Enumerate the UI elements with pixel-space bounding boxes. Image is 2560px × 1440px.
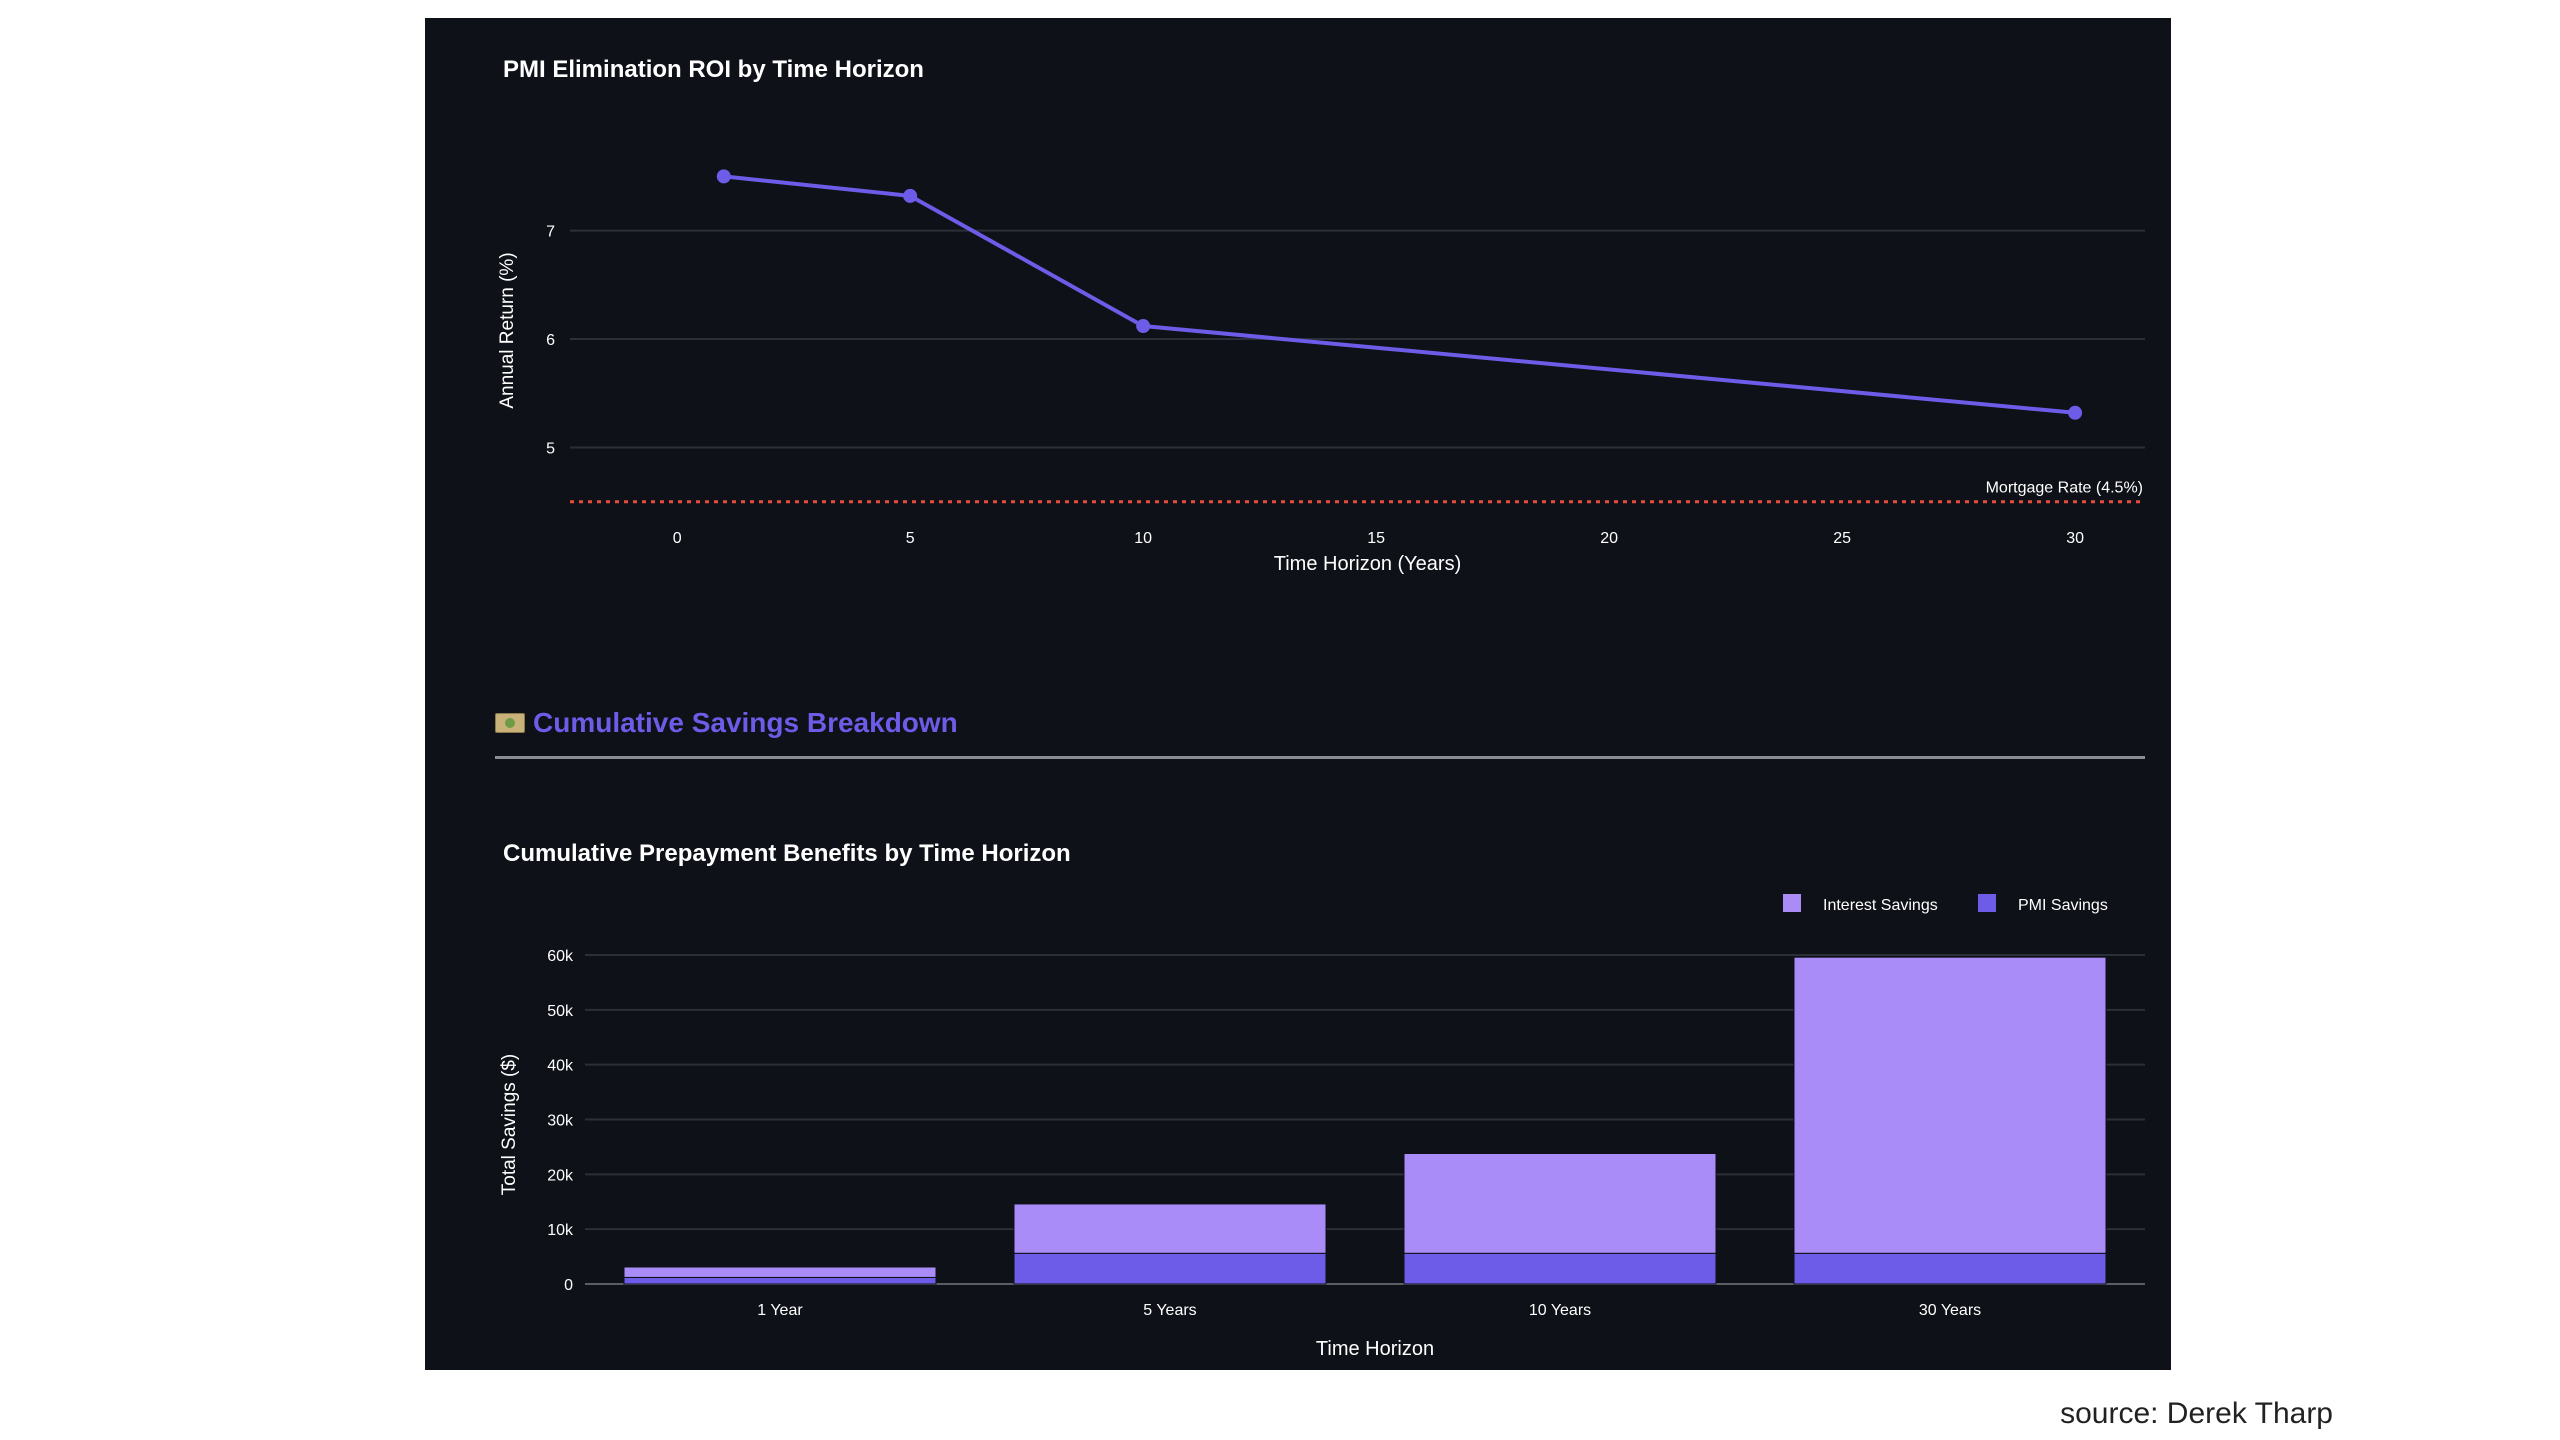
x-tick-label: 0 [673, 530, 682, 547]
roi-line-chart: 5 6 7 0 5 10 15 20 25 30 Mortgage Rate (4.5%) Time … [497, 169, 2145, 575]
mortgage-rate-label: Mortgage Rate (4.5%) [1986, 480, 2143, 497]
x-tick-label: 1 Year [757, 1302, 803, 1319]
source-caption: source: Derek Tharp [2060, 1397, 2333, 1430]
line-chart-title: PMI Elimination ROI by Time Horizon [503, 56, 924, 83]
legend-swatch-pmi [1978, 894, 1996, 912]
y-tick-label: 20k [547, 1167, 574, 1184]
roi-data-point [903, 188, 918, 203]
x-tick-label: 10 Years [1529, 1302, 1591, 1319]
interest-savings-bar [623, 1266, 937, 1278]
interest-savings-bar [1013, 1203, 1327, 1254]
x-tick-label: 10 [1134, 530, 1152, 547]
savings-bar-chart: 0 10k 20k 30k 40k 50k 60k 1 Year 5 Years 10 Years… [499, 894, 2145, 1360]
interest-savings-bar [1793, 956, 2107, 1254]
section-header: Cumulative Savings Breakdown [495, 703, 958, 743]
pmi-savings-bar [1013, 1252, 1327, 1285]
interest-savings-bar [1403, 1152, 1717, 1254]
x-tick-label: 5 Years [1143, 1302, 1196, 1319]
y-tick-label: 6 [546, 332, 555, 349]
x-axis-label: Time Horizon (Years) [1274, 553, 1461, 575]
x-tick-label: 20 [1600, 530, 1618, 547]
dashboard-panel: PMI Elimination ROI by Time Horizon 5 6 7 0… [425, 18, 2171, 1370]
legend-swatch-interest [1783, 894, 1801, 912]
x-tick-label: 25 [1833, 530, 1851, 547]
y-axis-label: Total Savings ($) [499, 1054, 520, 1196]
x-tick-label: 15 [1367, 530, 1385, 547]
roi-data-point [1136, 319, 1151, 334]
y-tick-label: 0 [564, 1277, 573, 1294]
bar-chart-title: Cumulative Prepayment Benefits by Time H… [503, 840, 1071, 867]
legend-label: Interest Savings [1823, 897, 1938, 914]
section-divider [495, 756, 2145, 759]
pmi-savings-bar [1403, 1252, 1717, 1285]
x-axis-label: Time Horizon [1316, 1338, 1434, 1360]
y-tick-label: 30k [547, 1113, 574, 1130]
x-tick-label: 30 [2066, 530, 2084, 547]
y-tick-label: 5 [546, 441, 555, 458]
pmi-savings-bar [623, 1276, 937, 1285]
section-title: Cumulative Savings Breakdown [533, 707, 958, 738]
x-tick-label: 30 Years [1919, 1302, 1981, 1319]
x-tick-label: 5 [906, 530, 915, 547]
roi-data-point [716, 169, 731, 184]
y-axis-label: Annual Return (%) [497, 252, 518, 408]
roi-data-point [2068, 405, 2083, 420]
y-tick-label: 40k [547, 1058, 574, 1075]
money-icon [495, 713, 525, 733]
y-tick-label: 10k [547, 1222, 574, 1239]
pmi-savings-bar [1793, 1252, 2107, 1285]
legend-label: PMI Savings [2018, 897, 2108, 914]
y-tick-label: 60k [547, 948, 574, 965]
roi-series-line [723, 174, 2076, 415]
y-tick-label: 7 [546, 224, 555, 241]
y-tick-label: 50k [547, 1003, 574, 1020]
